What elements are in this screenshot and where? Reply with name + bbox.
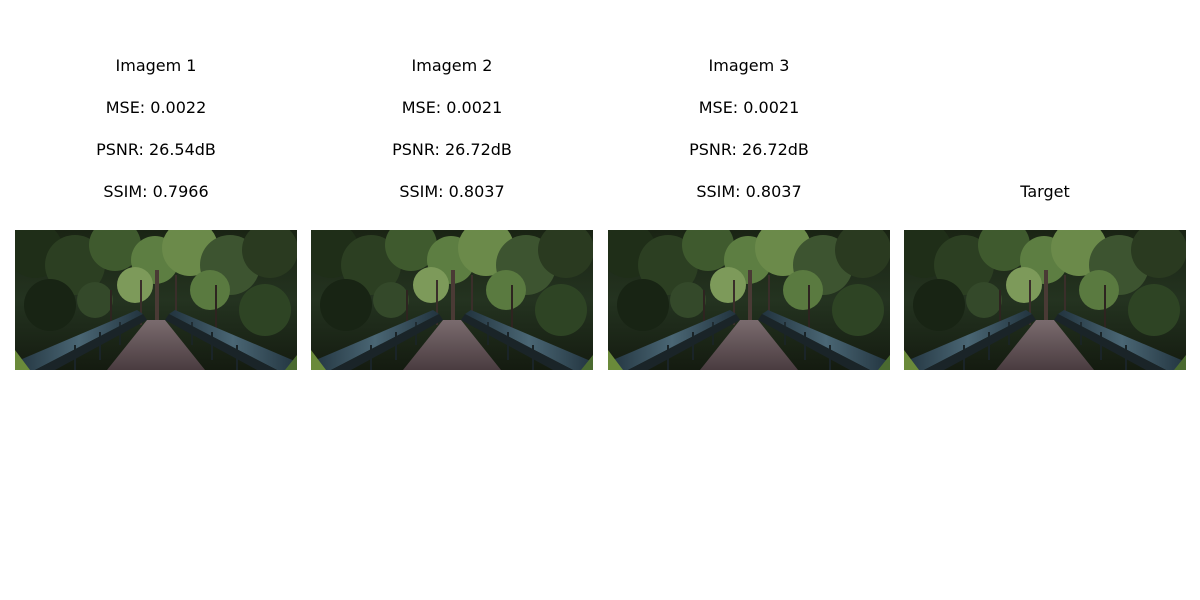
- bridge-photo: [608, 230, 890, 370]
- panel-imagem-1: Imagem 1 MSE: 0.0022 PSNR: 26.54dB SSIM:…: [15, 0, 297, 600]
- psnr-line: PSNR: 26.72dB: [392, 140, 512, 159]
- title-line: Target: [1020, 182, 1070, 201]
- title-line: Imagem 3: [708, 56, 790, 75]
- panel-imagem-3: Imagem 3 MSE: 0.0021 PSNR: 26.72dB SSIM:…: [608, 0, 890, 600]
- panel-title: Imagem 2 MSE: 0.0021 PSNR: 26.72dB SSIM:…: [311, 34, 593, 223]
- ssim-line: SSIM: 0.8037: [399, 182, 505, 201]
- panel-title: Imagem 1 MSE: 0.0022 PSNR: 26.54dB SSIM:…: [15, 34, 297, 223]
- panel-title: Imagem 3 MSE: 0.0021 PSNR: 26.72dB SSIM:…: [608, 34, 890, 223]
- mse-line: MSE: 0.0022: [105, 98, 207, 117]
- panel-title: Target: [904, 160, 1186, 223]
- ssim-line: SSIM: 0.7966: [103, 182, 209, 201]
- bridge-photo: [15, 230, 297, 370]
- ssim-line: SSIM: 0.8037: [696, 182, 802, 201]
- panel-target: Target: [904, 0, 1186, 600]
- mse-line: MSE: 0.0021: [401, 98, 503, 117]
- psnr-line: PSNR: 26.72dB: [689, 140, 809, 159]
- panel-imagem-2: Imagem 2 MSE: 0.0021 PSNR: 26.72dB SSIM:…: [311, 0, 593, 600]
- bridge-photo: [904, 230, 1186, 370]
- title-line: Imagem 1: [115, 56, 197, 75]
- psnr-line: PSNR: 26.54dB: [96, 140, 216, 159]
- title-line: Imagem 2: [411, 56, 493, 75]
- bridge-photo: [311, 230, 593, 370]
- mse-line: MSE: 0.0021: [698, 98, 800, 117]
